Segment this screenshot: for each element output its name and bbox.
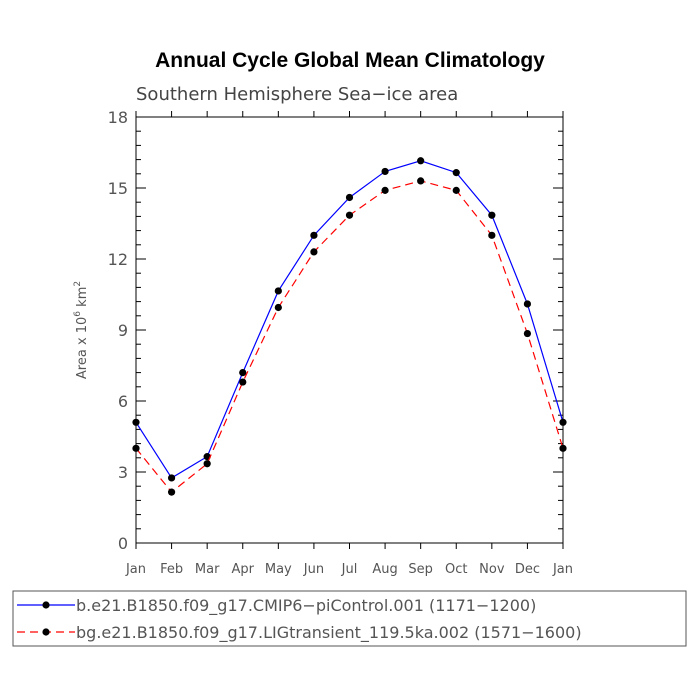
y-tick-label: 18 (108, 108, 128, 127)
x-tick-label: May (265, 562, 292, 577)
x-tick-label: Jan (125, 562, 146, 577)
plot-area: 0 3 6 9 12 15 18 Jan Feb Mar Apr May Jun Jul Aug Sep Oct… (108, 108, 573, 577)
data-point-series-2 (274, 303, 282, 312)
x-tick-label: Dec (515, 562, 540, 577)
legend-box (12, 590, 687, 647)
y-axis-label: Area x 106 km2 (73, 281, 90, 379)
x-tick-label: Jun (303, 562, 324, 577)
x-tick-label: Aug (372, 562, 397, 577)
data-point-series-1 (132, 418, 140, 426)
data-point-series-2 (132, 444, 140, 452)
chart-subtitle: Southern Hemisphere Sea−ice area (136, 84, 458, 105)
data-point-series-2 (203, 460, 211, 468)
data-point-series-1 (274, 287, 282, 295)
legend-label-2: bg.e21.B1850.f09_g17.LIGtransient_119.5k… (76, 623, 582, 643)
data-point-series-1 (523, 300, 532, 308)
data-point-series-2 (167, 488, 176, 496)
legend-marker-1 (42, 601, 50, 609)
data-point-series-1 (239, 369, 247, 377)
data-point-series-2 (381, 186, 389, 194)
data-point-series-2 (417, 177, 425, 185)
legend-label-1: b.e21.B1850.f09_g17.CMIP6−piControl.001 … (76, 596, 536, 616)
data-point-series-1 (310, 231, 318, 239)
data-point-series-1 (167, 474, 176, 482)
x-tick-label: Oct (445, 562, 467, 577)
y-tick-label: 3 (118, 463, 128, 482)
data-point-series-2 (559, 444, 567, 452)
y-tick-label: 0 (118, 534, 128, 553)
x-tick-label: Feb (160, 562, 183, 577)
legend-marker-2 (42, 628, 50, 636)
data-point-series-2 (345, 211, 354, 219)
data-point-series-2 (452, 186, 460, 194)
chart-title: Annual Cycle Global Mean Climatology (155, 49, 545, 72)
plot-frame (135, 116, 564, 544)
x-tick-label: Nov (479, 562, 505, 577)
series-line-2 (135, 180, 564, 493)
data-point-series-2 (239, 378, 247, 386)
x-tick-label: Mar (195, 562, 220, 577)
data-point-series-1 (345, 193, 354, 202)
y-tick-label: 6 (118, 392, 128, 411)
y-tick-label: 9 (118, 321, 128, 340)
data-point-series-1 (381, 167, 389, 176)
x-tick-label: Sep (408, 562, 433, 577)
data-point-series-2 (488, 231, 496, 239)
series-line-1 (135, 160, 564, 479)
legend: b.e21.B1850.f09_g17.CMIP6−piControl.001 … (12, 590, 687, 647)
x-tick-label: Jan (552, 562, 573, 577)
x-tick-label: Jul (341, 562, 358, 577)
x-tick-label: Apr (232, 562, 255, 577)
data-point-series-2 (523, 329, 532, 338)
data-point-series-1 (417, 157, 425, 165)
data-point-series-1 (452, 169, 460, 177)
data-point-series-2 (310, 248, 318, 256)
y-tick-label: 12 (108, 250, 128, 269)
data-point-series-1 (488, 211, 496, 219)
data-point-series-1 (559, 418, 567, 426)
y-tick-label: 15 (108, 179, 128, 198)
